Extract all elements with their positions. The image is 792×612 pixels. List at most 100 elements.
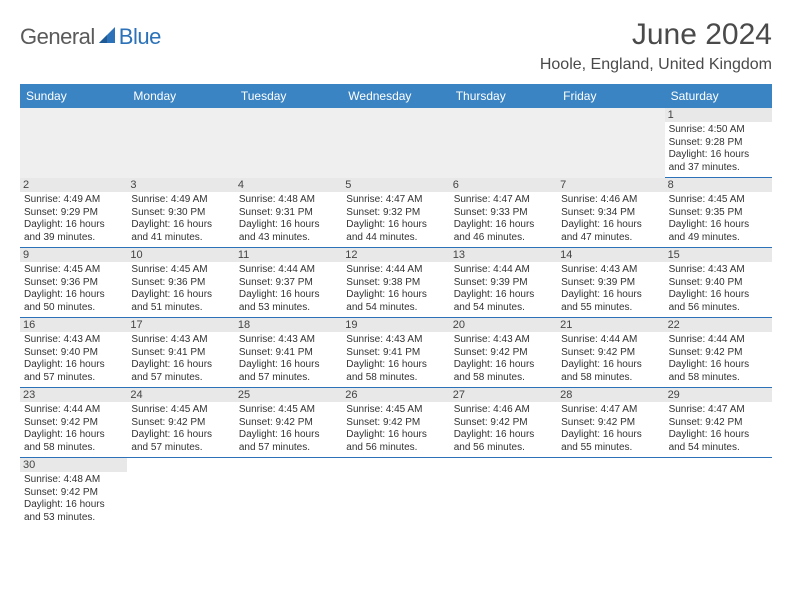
day-number: 6	[450, 178, 557, 192]
day-cell: 15Sunrise: 4:43 AMSunset: 9:40 PMDayligh…	[665, 248, 772, 318]
daylight-line: Daylight: 16 hours and 58 minutes.	[669, 359, 768, 384]
day-cell: 8Sunrise: 4:45 AMSunset: 9:35 PMDaylight…	[665, 178, 772, 248]
daylight-line: Daylight: 16 hours and 47 minutes.	[561, 219, 660, 244]
sunrise-line: Sunrise: 4:45 AM	[131, 404, 230, 417]
week-row: 30Sunrise: 4:48 AMSunset: 9:42 PMDayligh…	[20, 458, 772, 528]
day-cell: 30Sunrise: 4:48 AMSunset: 9:42 PMDayligh…	[20, 458, 127, 528]
sunset-line: Sunset: 9:41 PM	[239, 347, 338, 360]
sunrise-line: Sunrise: 4:48 AM	[239, 194, 338, 207]
sunset-line: Sunset: 9:32 PM	[346, 207, 445, 220]
daylight-line: Daylight: 16 hours and 49 minutes.	[669, 219, 768, 244]
day-number: 19	[342, 318, 449, 332]
title-block: June 2024 Hoole, England, United Kingdom	[540, 18, 772, 74]
daylight-line: Daylight: 16 hours and 53 minutes.	[239, 289, 338, 314]
sunrise-line: Sunrise: 4:43 AM	[454, 334, 553, 347]
day-cell: 9Sunrise: 4:45 AMSunset: 9:36 PMDaylight…	[20, 248, 127, 318]
daylight-line: Daylight: 16 hours and 58 minutes.	[346, 359, 445, 384]
day-number: 27	[450, 388, 557, 402]
sunrise-line: Sunrise: 4:43 AM	[24, 334, 123, 347]
day-cell: 26Sunrise: 4:45 AMSunset: 9:42 PMDayligh…	[342, 388, 449, 458]
sunset-line: Sunset: 9:30 PM	[131, 207, 230, 220]
sunrise-line: Sunrise: 4:47 AM	[454, 194, 553, 207]
weekday-header-saturday: Saturday	[665, 84, 772, 108]
day-cell: 19Sunrise: 4:43 AMSunset: 9:41 PMDayligh…	[342, 318, 449, 388]
daylight-line: Daylight: 16 hours and 50 minutes.	[24, 289, 123, 314]
daylight-line: Daylight: 16 hours and 54 minutes.	[669, 429, 768, 454]
sunset-line: Sunset: 9:34 PM	[561, 207, 660, 220]
day-cell: 17Sunrise: 4:43 AMSunset: 9:41 PMDayligh…	[127, 318, 234, 388]
day-number: 9	[20, 248, 127, 262]
sunrise-line: Sunrise: 4:43 AM	[561, 264, 660, 277]
logo: General Blue	[20, 24, 161, 50]
day-number: 18	[235, 318, 342, 332]
day-number: 7	[557, 178, 664, 192]
sunset-line: Sunset: 9:33 PM	[454, 207, 553, 220]
sunrise-line: Sunrise: 4:44 AM	[669, 334, 768, 347]
sunrise-line: Sunrise: 4:44 AM	[346, 264, 445, 277]
sunset-line: Sunset: 9:42 PM	[669, 347, 768, 360]
day-cell: 4Sunrise: 4:48 AMSunset: 9:31 PMDaylight…	[235, 178, 342, 248]
empty-cell	[557, 108, 664, 178]
sunrise-line: Sunrise: 4:45 AM	[346, 404, 445, 417]
daylight-line: Daylight: 16 hours and 58 minutes.	[454, 359, 553, 384]
sunset-line: Sunset: 9:39 PM	[454, 277, 553, 290]
daylight-line: Daylight: 16 hours and 37 minutes.	[669, 149, 768, 174]
day-number: 23	[20, 388, 127, 402]
empty-cell	[235, 458, 342, 528]
daylight-line: Daylight: 16 hours and 56 minutes.	[669, 289, 768, 314]
week-row: 23Sunrise: 4:44 AMSunset: 9:42 PMDayligh…	[20, 388, 772, 458]
daylight-line: Daylight: 16 hours and 57 minutes.	[239, 359, 338, 384]
daylight-line: Daylight: 16 hours and 58 minutes.	[24, 429, 123, 454]
daylight-line: Daylight: 16 hours and 51 minutes.	[131, 289, 230, 314]
day-cell: 20Sunrise: 4:43 AMSunset: 9:42 PMDayligh…	[450, 318, 557, 388]
sunset-line: Sunset: 9:29 PM	[24, 207, 123, 220]
day-number: 15	[665, 248, 772, 262]
day-cell: 27Sunrise: 4:46 AMSunset: 9:42 PMDayligh…	[450, 388, 557, 458]
calendar-grid: SundayMondayTuesdayWednesdayThursdayFrid…	[20, 84, 772, 528]
daylight-line: Daylight: 16 hours and 43 minutes.	[239, 219, 338, 244]
sunrise-line: Sunrise: 4:49 AM	[131, 194, 230, 207]
empty-cell	[342, 108, 449, 178]
daylight-line: Daylight: 16 hours and 57 minutes.	[131, 429, 230, 454]
daylight-line: Daylight: 16 hours and 41 minutes.	[131, 219, 230, 244]
day-number: 3	[127, 178, 234, 192]
daylight-line: Daylight: 16 hours and 53 minutes.	[24, 499, 123, 524]
day-cell: 11Sunrise: 4:44 AMSunset: 9:37 PMDayligh…	[235, 248, 342, 318]
day-cell: 23Sunrise: 4:44 AMSunset: 9:42 PMDayligh…	[20, 388, 127, 458]
logo-text-blue: Blue	[119, 24, 161, 50]
day-number: 22	[665, 318, 772, 332]
day-number: 24	[127, 388, 234, 402]
sunset-line: Sunset: 9:42 PM	[239, 417, 338, 430]
sunset-line: Sunset: 9:42 PM	[131, 417, 230, 430]
empty-cell	[450, 108, 557, 178]
day-number: 26	[342, 388, 449, 402]
sunrise-line: Sunrise: 4:44 AM	[454, 264, 553, 277]
day-number: 10	[127, 248, 234, 262]
day-number: 2	[20, 178, 127, 192]
sunrise-line: Sunrise: 4:48 AM	[24, 474, 123, 487]
sunset-line: Sunset: 9:42 PM	[561, 417, 660, 430]
sunset-line: Sunset: 9:42 PM	[24, 417, 123, 430]
day-cell: 21Sunrise: 4:44 AMSunset: 9:42 PMDayligh…	[557, 318, 664, 388]
sunset-line: Sunset: 9:42 PM	[454, 347, 553, 360]
sunset-line: Sunset: 9:42 PM	[669, 417, 768, 430]
daylight-line: Daylight: 16 hours and 54 minutes.	[346, 289, 445, 314]
empty-cell	[235, 108, 342, 178]
sunrise-line: Sunrise: 4:45 AM	[669, 194, 768, 207]
weekday-header-sunday: Sunday	[20, 84, 127, 108]
weeks-container: 1Sunrise: 4:50 AMSunset: 9:28 PMDaylight…	[20, 108, 772, 528]
week-row: 1Sunrise: 4:50 AMSunset: 9:28 PMDaylight…	[20, 108, 772, 178]
week-row: 2 Sunrise: 4:49 AM Sunset: 9:29 PM Daylight…	[20, 178, 772, 248]
daylight-line: Daylight: 16 hours and 56 minutes.	[454, 429, 553, 454]
sunset-line: Sunset: 9:35 PM	[669, 207, 768, 220]
empty-cell	[20, 108, 127, 178]
day-number: 1	[665, 108, 772, 122]
empty-cell	[665, 458, 772, 528]
sunset-line: Sunset: 9:38 PM	[346, 277, 445, 290]
daylight-line: Daylight: 16 hours and 44 minutes.	[346, 219, 445, 244]
sail-icon	[97, 25, 119, 50]
month-title: June 2024	[540, 18, 772, 52]
day-cell: 14Sunrise: 4:43 AMSunset: 9:39 PMDayligh…	[557, 248, 664, 318]
daylight-line: Daylight: 16 hours and 55 minutes.	[561, 429, 660, 454]
sunset-line: Sunset: 9:42 PM	[346, 417, 445, 430]
